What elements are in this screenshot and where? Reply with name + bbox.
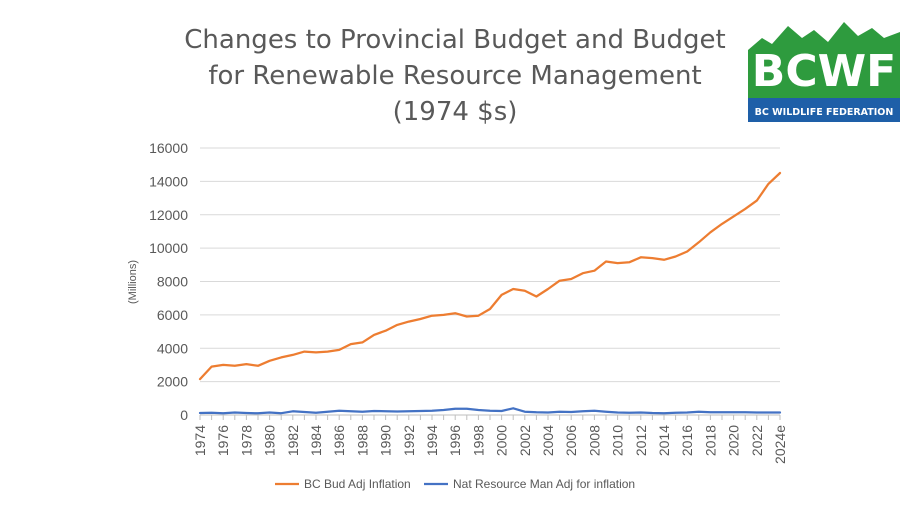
x-tick-label: 2006: [563, 425, 579, 456]
legend-item: Nat Resource Man Adj for inflation: [424, 477, 635, 491]
x-axis-ticks: 1974 1976 1978 1980 1982 1984 1986 1988 1990 1992…: [192, 415, 788, 464]
legend-label: BC Bud Adj Inflation: [304, 477, 411, 491]
logo-subtitle: BC WILDLIFE FEDERATION: [755, 107, 894, 118]
logo-mountain-shape: [748, 22, 900, 100]
y-tick-label: 10000: [149, 240, 188, 256]
x-tick-label: 1996: [447, 425, 463, 456]
chart-title-line: for Renewable Resource Management: [208, 61, 702, 91]
y-tick-label: 8000: [157, 274, 188, 290]
x-tick-label: 1986: [331, 425, 347, 456]
x-tick-label: 2012: [633, 425, 649, 456]
y-tick-label: 4000: [157, 340, 188, 356]
legend-label: Nat Resource Man Adj for inflation: [453, 477, 635, 491]
y-tick-label: 14000: [149, 173, 188, 189]
x-tick-label: 2018: [702, 425, 718, 456]
x-tick-label: 2020: [726, 425, 742, 456]
chart-title: Changes to Provincial Budget and Budget …: [150, 22, 760, 130]
logo-text: BCWF: [752, 46, 896, 97]
x-tick-label: 1984: [308, 425, 324, 456]
y-axis-ticks: 0 2000 4000 6000 8000 10000 12000 14000 16000: [149, 140, 188, 423]
y-tick-label: 16000: [149, 140, 188, 156]
bcwf-logo: BCWF BC WILDLIFE FEDERATION: [748, 22, 900, 122]
y-tick-label: 2000: [157, 374, 188, 390]
y-tick-label: 12000: [149, 207, 188, 223]
x-tick-label: 2004: [540, 425, 556, 456]
logo-banner: [748, 98, 900, 122]
x-tick-label: 2002: [517, 425, 533, 456]
x-tick-label: 1982: [285, 425, 301, 456]
x-tick-label: 1980: [262, 425, 278, 456]
x-tick-label: 2024e: [772, 425, 788, 464]
chart-title-line: Changes to Provincial Budget and Budget: [184, 25, 726, 55]
x-tick-label: 2000: [494, 425, 510, 456]
x-tick-label: 2008: [586, 425, 602, 456]
x-tick-label: 2022: [749, 425, 765, 456]
series-line: [198, 407, 782, 415]
chart-title-line: (1974 $s): [392, 97, 518, 127]
legend-item: BC Bud Adj Inflation: [275, 477, 411, 491]
series-line: [198, 171, 782, 381]
chart-series: [198, 171, 782, 415]
y-axis-label: (Millions): [127, 260, 139, 304]
x-tick-label: 1998: [470, 425, 486, 456]
chart-legend: BC Bud Adj Inflation Nat Resource Man Adj…: [275, 477, 635, 491]
x-tick-label: 1992: [401, 425, 417, 456]
x-tick-label: 2016: [679, 425, 695, 456]
chart-gridlines: [200, 147, 780, 416]
x-tick-label: 1990: [378, 425, 394, 456]
x-tick-label: 1988: [354, 425, 370, 456]
y-tick-label: 6000: [157, 307, 188, 323]
x-tick-label: 1978: [238, 425, 254, 456]
x-tick-label: 1976: [215, 425, 231, 456]
y-tick-label: 0: [180, 407, 188, 423]
x-tick-label: 2014: [656, 425, 672, 456]
x-tick-label: 1974: [192, 425, 208, 456]
x-tick-label: 1994: [424, 425, 440, 456]
x-tick-label: 2010: [610, 425, 626, 456]
